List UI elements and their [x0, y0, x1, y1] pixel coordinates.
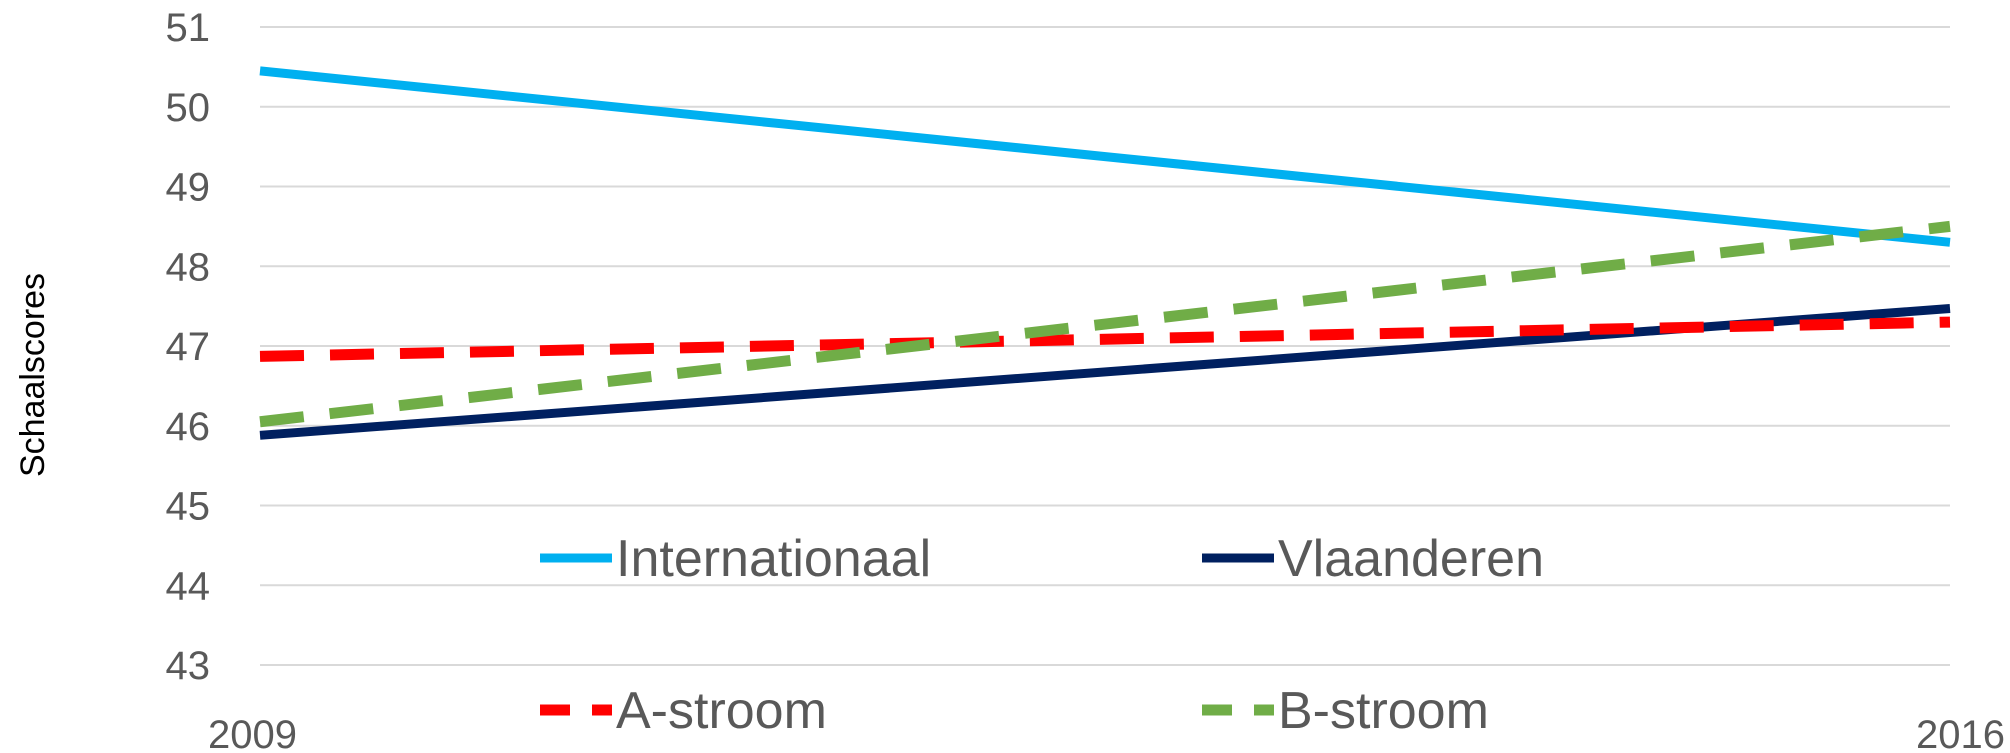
legend-item: Internationaal	[540, 530, 931, 588]
y-tick-label: 51	[166, 6, 211, 50]
legend-label: Vlaanderen	[1278, 530, 1544, 588]
y-axis-ticks: 43 44 45 46 47 48 49 50 51	[166, 6, 211, 688]
series-lines	[259, 66, 1951, 440]
x-axis-ticks: 2009 2016	[208, 713, 2005, 753]
legend-item: B-stroom	[1202, 682, 1489, 740]
legend: Internationaal Vlaanderen A-stroom B-stroom	[540, 530, 1544, 740]
x-tick-label: 2016	[1916, 713, 2005, 753]
y-tick-label: 45	[166, 485, 211, 529]
legend-label: B-stroom	[1278, 682, 1489, 740]
legend-label: A-stroom	[616, 682, 827, 740]
y-tick-label: 49	[166, 166, 211, 210]
legend-label: Internationaal	[616, 530, 931, 588]
y-tick-label: 47	[166, 325, 211, 369]
y-tick-label: 50	[166, 86, 211, 130]
y-tick-label: 43	[166, 644, 211, 688]
y-tick-label: 44	[166, 564, 211, 608]
series-line-internationaal	[259, 66, 1951, 247]
series-line-a-stroom	[259, 316, 1951, 362]
y-tick-label: 46	[166, 405, 211, 449]
x-tick-label: 2009	[208, 713, 297, 753]
y-tick-label: 48	[166, 245, 211, 289]
legend-item: A-stroom	[540, 682, 827, 740]
y-axis-label: Schaalscores	[14, 273, 52, 477]
legend-item: Vlaanderen	[1202, 530, 1544, 588]
series-line-b-stroom	[259, 220, 1951, 428]
